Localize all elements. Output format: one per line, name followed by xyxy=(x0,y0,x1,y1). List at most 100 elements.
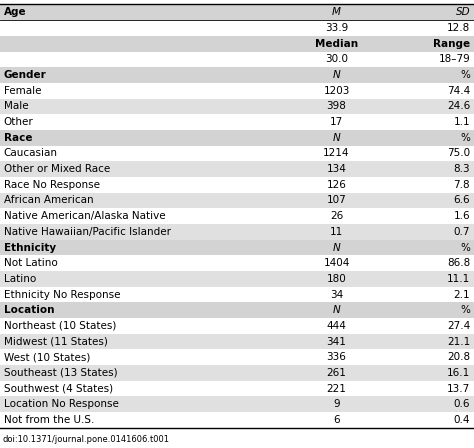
Text: 20.8: 20.8 xyxy=(447,352,470,362)
Text: Southeast (13 States): Southeast (13 States) xyxy=(4,368,118,378)
Text: %: % xyxy=(460,305,470,315)
Bar xyxy=(0,67,474,83)
Text: 0.7: 0.7 xyxy=(454,227,470,237)
Bar xyxy=(0,20,474,36)
Text: Other or Mixed Race: Other or Mixed Race xyxy=(4,164,110,174)
Text: 86.8: 86.8 xyxy=(447,258,470,268)
Text: 13.7: 13.7 xyxy=(447,383,470,394)
Text: Race No Response: Race No Response xyxy=(4,180,100,190)
Text: 398: 398 xyxy=(327,101,346,112)
Bar xyxy=(0,287,474,302)
Bar xyxy=(0,4,474,20)
Text: 11: 11 xyxy=(330,227,343,237)
Text: 34: 34 xyxy=(330,289,343,300)
Text: 8.3: 8.3 xyxy=(454,164,470,174)
Text: 134: 134 xyxy=(327,164,346,174)
Text: 1203: 1203 xyxy=(323,86,350,96)
Text: Female: Female xyxy=(4,86,41,96)
Bar xyxy=(0,224,474,240)
Text: M: M xyxy=(332,7,341,17)
Text: Not from the U.S.: Not from the U.S. xyxy=(4,415,94,425)
Bar xyxy=(0,193,474,208)
Bar xyxy=(0,146,474,161)
Text: 30.0: 30.0 xyxy=(325,54,348,65)
Text: 221: 221 xyxy=(327,383,346,394)
Text: 24.6: 24.6 xyxy=(447,101,470,112)
Text: West (10 States): West (10 States) xyxy=(4,352,90,362)
Text: Location No Response: Location No Response xyxy=(4,399,118,409)
Text: 74.4: 74.4 xyxy=(447,86,470,96)
Bar xyxy=(0,381,474,396)
Text: Caucasian: Caucasian xyxy=(4,148,58,159)
Text: Southwest (4 States): Southwest (4 States) xyxy=(4,383,113,394)
Text: Gender: Gender xyxy=(4,70,46,80)
Text: 1404: 1404 xyxy=(323,258,350,268)
Bar xyxy=(0,396,474,412)
Text: 1.6: 1.6 xyxy=(454,211,470,221)
Text: 11.1: 11.1 xyxy=(447,274,470,284)
Bar xyxy=(0,302,474,318)
Text: N: N xyxy=(333,70,340,80)
Bar xyxy=(0,99,474,114)
Text: 180: 180 xyxy=(327,274,346,284)
Text: %: % xyxy=(460,70,470,80)
Text: 0.6: 0.6 xyxy=(454,399,470,409)
Bar xyxy=(0,36,474,52)
Text: 12.8: 12.8 xyxy=(447,23,470,33)
Text: Latino: Latino xyxy=(4,274,36,284)
Text: 26: 26 xyxy=(330,211,343,221)
Text: 0.4: 0.4 xyxy=(454,415,470,425)
Bar xyxy=(0,255,474,271)
Bar xyxy=(0,52,474,67)
Text: 2.1: 2.1 xyxy=(454,289,470,300)
Text: Male: Male xyxy=(4,101,28,112)
Text: 126: 126 xyxy=(327,180,346,190)
Bar xyxy=(0,161,474,177)
Text: 1.1: 1.1 xyxy=(454,117,470,127)
Text: N: N xyxy=(333,133,340,143)
Text: 18–79: 18–79 xyxy=(438,54,470,65)
Text: 261: 261 xyxy=(327,368,346,378)
Text: Median: Median xyxy=(315,39,358,49)
Text: Race: Race xyxy=(4,133,32,143)
Text: Location: Location xyxy=(4,305,55,315)
Bar xyxy=(0,365,474,381)
Text: doi:10.1371/journal.pone.0141606.t001: doi:10.1371/journal.pone.0141606.t001 xyxy=(2,435,169,444)
Text: 27.4: 27.4 xyxy=(447,321,470,331)
Text: 1214: 1214 xyxy=(323,148,350,159)
Bar xyxy=(0,83,474,99)
Text: Not Latino: Not Latino xyxy=(4,258,57,268)
Text: Native Hawaiian/Pacific Islander: Native Hawaiian/Pacific Islander xyxy=(4,227,171,237)
Bar xyxy=(0,208,474,224)
Bar xyxy=(0,271,474,287)
Bar xyxy=(0,177,474,193)
Text: 17: 17 xyxy=(330,117,343,127)
Bar xyxy=(0,240,474,255)
Text: 6.6: 6.6 xyxy=(454,195,470,206)
Text: 444: 444 xyxy=(327,321,346,331)
Bar xyxy=(0,412,474,428)
Text: 341: 341 xyxy=(327,336,346,347)
Text: 75.0: 75.0 xyxy=(447,148,470,159)
Text: %: % xyxy=(460,242,470,253)
Text: Northeast (10 States): Northeast (10 States) xyxy=(4,321,116,331)
Text: Midwest (11 States): Midwest (11 States) xyxy=(4,336,108,347)
Text: N: N xyxy=(333,242,340,253)
Text: 6: 6 xyxy=(333,415,340,425)
Bar xyxy=(0,114,474,130)
Text: 336: 336 xyxy=(327,352,346,362)
Text: Range: Range xyxy=(433,39,470,49)
Bar xyxy=(0,334,474,349)
Text: 16.1: 16.1 xyxy=(447,368,470,378)
Text: Native American/Alaska Native: Native American/Alaska Native xyxy=(4,211,165,221)
Text: SD: SD xyxy=(456,7,470,17)
Text: Ethnicity: Ethnicity xyxy=(4,242,56,253)
Text: Age: Age xyxy=(4,7,27,17)
Text: Other: Other xyxy=(4,117,34,127)
Bar xyxy=(0,349,474,365)
Text: 9: 9 xyxy=(333,399,340,409)
Text: Ethnicity No Response: Ethnicity No Response xyxy=(4,289,120,300)
Bar xyxy=(0,318,474,334)
Text: 33.9: 33.9 xyxy=(325,23,348,33)
Text: N: N xyxy=(333,305,340,315)
